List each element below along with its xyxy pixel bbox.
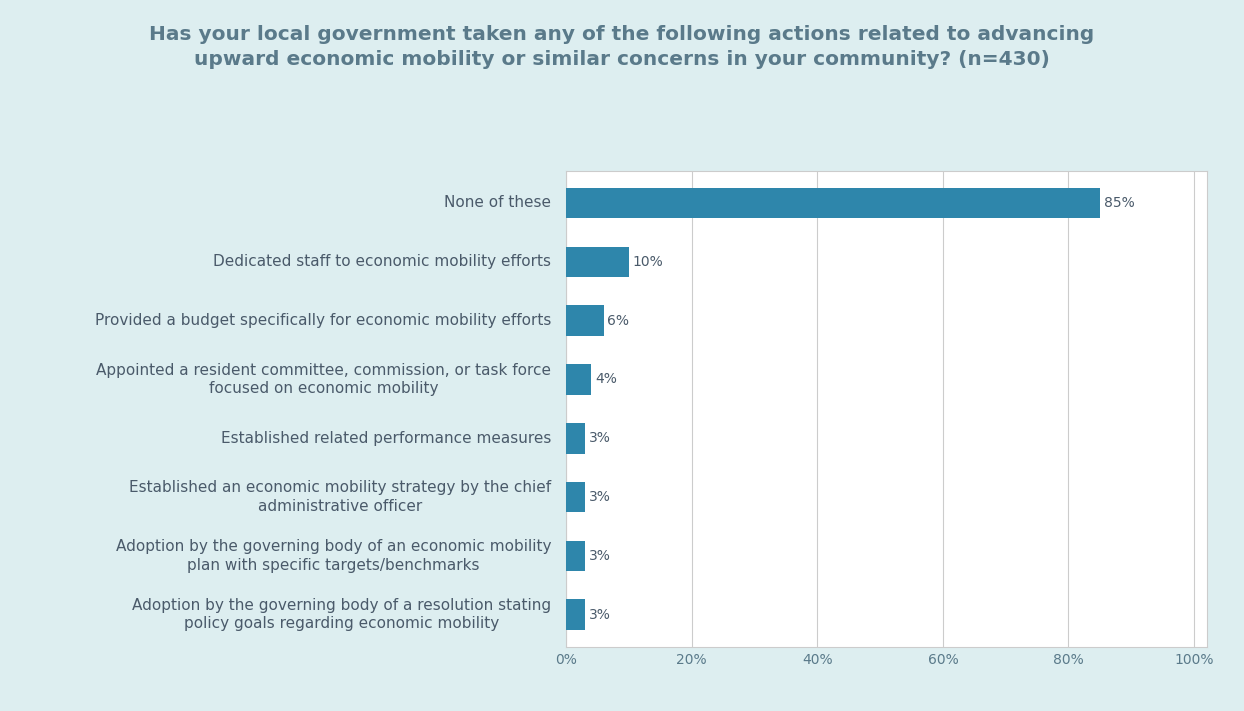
Text: Appointed a resident committee, commission, or task force
focused on economic mo: Appointed a resident committee, commissi… xyxy=(96,363,551,396)
Text: 4%: 4% xyxy=(595,373,617,386)
Bar xyxy=(566,540,585,571)
Text: 3%: 3% xyxy=(588,608,611,621)
Bar xyxy=(566,305,603,336)
Bar xyxy=(566,188,1100,218)
Bar xyxy=(566,482,585,513)
Text: 85%: 85% xyxy=(1103,196,1135,210)
Text: None of these: None of these xyxy=(444,196,551,210)
Text: 10%: 10% xyxy=(633,255,663,269)
Bar xyxy=(566,599,585,630)
Bar xyxy=(566,247,628,277)
Text: 3%: 3% xyxy=(588,490,611,504)
Text: 6%: 6% xyxy=(607,314,629,328)
Text: 3%: 3% xyxy=(588,549,611,563)
Text: Established an economic mobility strategy by the chief
administrative officer: Established an economic mobility strateg… xyxy=(129,480,551,514)
Text: Adoption by the governing body of a resolution stating
policy goals regarding ec: Adoption by the governing body of a reso… xyxy=(132,598,551,631)
Bar xyxy=(566,364,591,395)
Text: Provided a budget specifically for economic mobility efforts: Provided a budget specifically for econo… xyxy=(95,313,551,328)
Text: Has your local government taken any of the following actions related to advancin: Has your local government taken any of t… xyxy=(149,25,1095,69)
Text: 3%: 3% xyxy=(588,432,611,445)
Bar xyxy=(566,423,585,454)
Text: Established related performance measures: Established related performance measures xyxy=(220,431,551,446)
Text: Adoption by the governing body of an economic mobility
plan with specific target: Adoption by the governing body of an eco… xyxy=(116,539,551,572)
Text: Dedicated staff to economic mobility efforts: Dedicated staff to economic mobility eff… xyxy=(213,255,551,269)
